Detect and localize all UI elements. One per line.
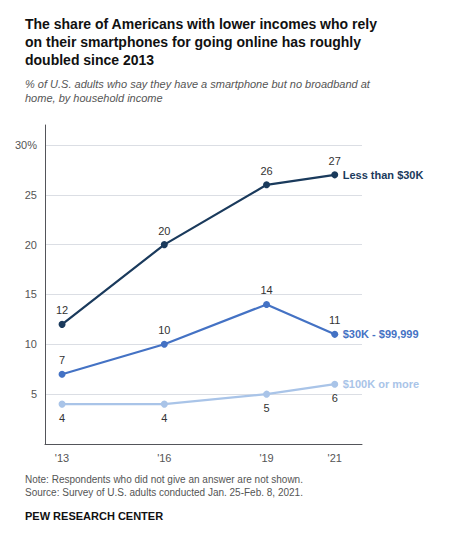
svg-text:The share of Americans with lo: The share of Americans with lower income… (25, 16, 377, 32)
svg-text:12: 12 (56, 304, 68, 316)
svg-text:Less than $30K: Less than $30K (343, 169, 424, 181)
svg-text:10: 10 (158, 324, 170, 336)
svg-text:4: 4 (59, 412, 65, 424)
svg-text:14: 14 (260, 284, 272, 296)
svg-text:26: 26 (260, 165, 272, 177)
svg-text:27: 27 (329, 155, 341, 167)
svg-text:Note: Respondents who did not: Note: Respondents who did not give an an… (25, 474, 303, 485)
svg-text:4: 4 (161, 412, 167, 424)
svg-text:7: 7 (59, 354, 65, 366)
svg-text:5: 5 (31, 388, 37, 400)
svg-text:5: 5 (263, 402, 269, 414)
svg-text:$30K - $99,999: $30K - $99,999 (343, 328, 419, 340)
svg-text:25: 25 (25, 189, 37, 201)
svg-text:20: 20 (25, 239, 37, 251)
svg-text:on their smartphones for going: on their smartphones for going online ha… (25, 34, 361, 50)
svg-text:'21: '21 (328, 452, 342, 464)
svg-text:PEW RESEARCH CENTER: PEW RESEARCH CENTER (25, 510, 163, 522)
svg-text:$100K or more: $100K or more (343, 378, 419, 390)
svg-text:% of U.S. adults who say they: % of U.S. adults who say they have a sma… (25, 78, 371, 90)
svg-text:11: 11 (329, 314, 340, 326)
svg-text:'19: '19 (259, 452, 273, 464)
svg-text:home, by household income: home, by household income (25, 92, 163, 104)
svg-text:10: 10 (25, 338, 37, 350)
svg-text:'13: '13 (55, 452, 69, 464)
svg-text:doubled since 2013: doubled since 2013 (25, 52, 154, 68)
svg-text:'16: '16 (157, 452, 171, 464)
svg-text:15: 15 (25, 288, 37, 300)
svg-text:20: 20 (158, 225, 170, 237)
svg-text:6: 6 (332, 392, 338, 404)
svg-text:30%: 30% (15, 139, 37, 151)
svg-text:Source: Survey of U.S. adults: Source: Survey of U.S. adults conducted … (25, 487, 303, 498)
